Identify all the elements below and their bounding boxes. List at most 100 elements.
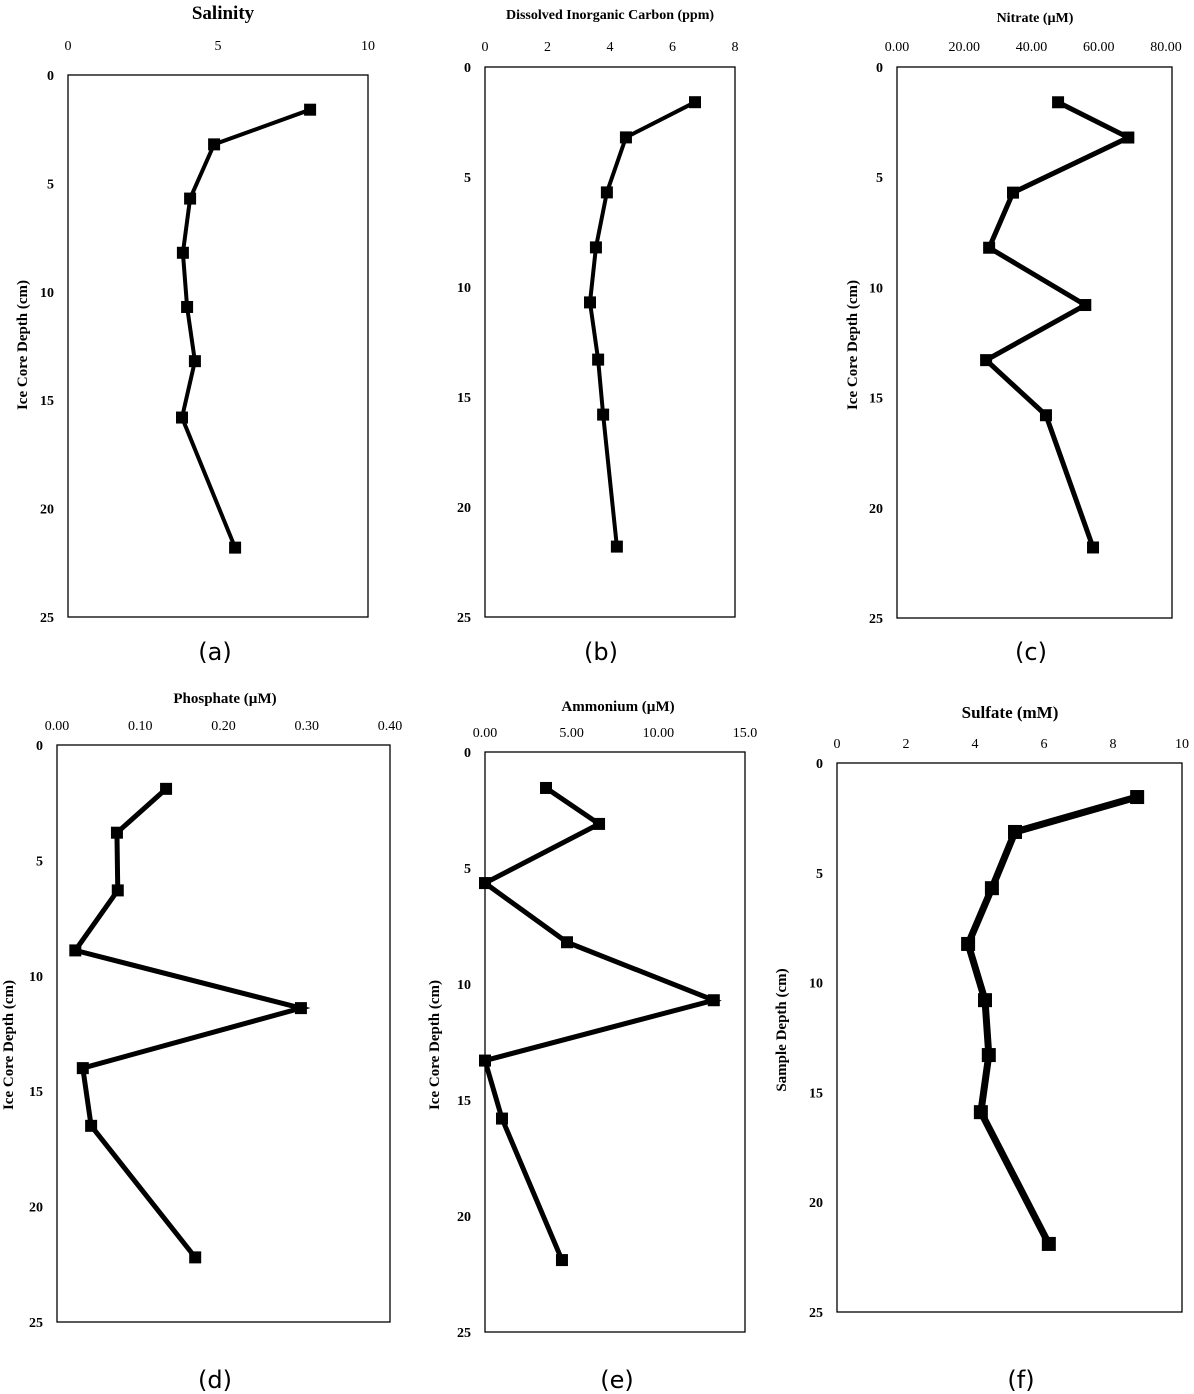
data-point-marker [592,353,605,366]
y-tick-label: 10 [457,281,471,296]
series-line [71,786,311,1259]
panel-label: (a) [198,638,231,666]
data-point-marker [619,131,632,144]
y-tick-label: 25 [457,1326,471,1341]
y-tick-label: 15 [457,391,471,406]
y-tick-label: 5 [36,854,43,869]
plot-frame [67,74,369,618]
y-tick-label: 20 [809,1196,823,1211]
data-point-marker [689,96,701,109]
data-point-marker [85,1119,98,1132]
y-tick-label: 10 [29,970,43,985]
y-tick-label: 20 [40,503,54,518]
data-point-marker [540,781,553,794]
y-tick-label: 0 [47,69,54,84]
y-tick-label: 25 [809,1306,823,1321]
data-point-marker [978,993,993,1008]
y-tick-label: 5 [464,171,471,186]
chart-title: Sulfate (mM) [962,703,1059,722]
x-tick-label: 0 [482,40,489,55]
data-point-marker [1007,186,1020,199]
data-point-marker [560,936,573,949]
x-tick-label: 6 [669,40,676,55]
x-tick-label: 15.0 [733,726,758,741]
x-tick-label: 0.10 [128,719,153,734]
x-tick-label: 2 [903,737,910,752]
panel-e: Ammonium (µM) 0.00 5.00 10.00 15.0 0 5 10 15 20 25… [427,699,757,1394]
x-tick-label: 10 [361,39,375,54]
y-tick-label: 25 [29,1316,43,1331]
y-tick-label: 15 [809,1086,823,1101]
plot-frame [896,66,1173,619]
data-point-marker [304,103,317,116]
data-point-marker [479,1054,491,1067]
chart-title: Salinity [192,3,255,24]
y-tick-label: 15 [457,1094,471,1109]
y-tick-label: 10 [457,978,471,993]
y-axis-label: Sample Depth (cm) [774,968,790,1091]
x-tick-label: 60.00 [1083,40,1115,55]
data-point-marker [208,138,221,151]
panel-d: Phosphate (µM) 0.00 0.10 0.20 0.30 0.40 0 5 10 15… [1,691,402,1394]
series-line [480,785,722,1262]
panel-c: Nitrate (µM) 0.00 20.00 40.00 60.00 80.00 0 5 10… [845,11,1182,666]
y-tick-label: 20 [29,1201,43,1216]
x-tick-label: 4 [972,737,979,752]
series-line [964,793,1139,1246]
data-point-marker [610,540,623,553]
x-tick-label: 0.30 [295,719,320,734]
data-point-marker [961,936,976,951]
data-point-marker [984,881,999,896]
data-point-marker [1052,96,1065,109]
series-line [981,100,1135,549]
plot-frame [484,751,746,1333]
y-tick-label: 10 [40,286,54,301]
data-point-marker [983,241,996,254]
x-tick-label: 10.00 [643,726,675,741]
y-tick-label: 15 [869,392,883,407]
chart-title: Nitrate (µM) [997,11,1074,26]
x-tick-label: 0.00 [45,719,70,734]
y-tick-label: 5 [47,177,54,192]
data-point-marker [110,826,123,839]
y-tick-label: 15 [29,1085,43,1100]
data-point-marker [980,354,993,367]
panel-label: (c) [1015,638,1047,666]
data-point-marker [1008,824,1023,839]
data-point-marker [229,541,242,554]
data-point-marker [184,192,197,205]
series-line [587,100,696,547]
x-tick-label: 20.00 [949,40,981,55]
chart-title: Dissolved Inorganic Carbon (ppm) [506,8,714,23]
x-tick-label: 5 [215,39,222,54]
y-axis-label: Ice Core Depth (cm) [427,980,443,1110]
y-axis-label: Ice Core Depth (cm) [15,280,31,410]
data-point-marker [555,1254,568,1267]
panel-label: (b) [584,638,618,666]
data-point-marker [593,817,606,830]
panel-label: (d) [198,1366,232,1394]
x-tick-label: 0 [834,737,841,752]
y-axis-label: Ice Core Depth (cm) [1,980,17,1110]
panel-b: Dissolved Inorganic Carbon (ppm) 0 2 4 6 8 0 5 1… [457,8,739,666]
data-point-marker [495,1112,508,1125]
y-tick-label: 20 [869,502,883,517]
data-point-marker [76,1062,89,1075]
plot-frame [836,762,1183,1313]
series-line [179,107,311,549]
x-tick-label: 2 [544,40,551,55]
data-point-marker [176,411,188,424]
data-point-marker [176,246,189,259]
panel-f: Sulfate (mM) 0 2 4 6 8 10 0 5 10 15 20 25 Sample Dept… [774,703,1189,1394]
data-point-marker [1079,299,1092,312]
data-point-marker [589,241,602,254]
y-tick-label: 0 [36,739,43,754]
y-tick-label: 25 [40,611,54,626]
chart-title: Ammonium (µM) [561,699,674,715]
data-point-marker [1122,131,1135,144]
data-point-marker [600,186,613,199]
y-tick-label: 20 [457,1210,471,1225]
panel-label: (e) [600,1366,634,1394]
chart-title: Phosphate (µM) [173,691,276,707]
